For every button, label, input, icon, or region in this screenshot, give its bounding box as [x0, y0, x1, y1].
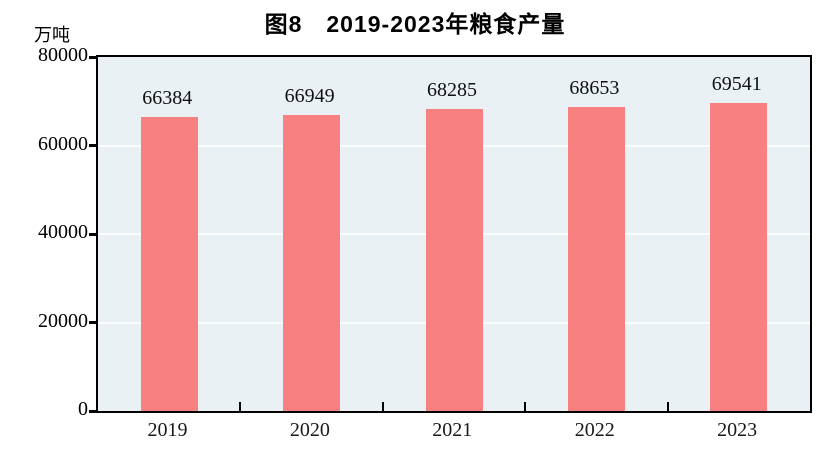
- y-axis-tick-label: 20000: [38, 309, 88, 332]
- y-axis-unit-label: 万吨: [34, 25, 70, 45]
- bar-value-label: 66949: [284, 84, 335, 107]
- x-axis-category-label: 2019: [147, 419, 188, 441]
- y-axis-tick: [89, 144, 96, 147]
- plot-area: [89, 55, 812, 413]
- x-axis-tick: [239, 402, 242, 411]
- chart-title: 图8 2019-2023年粮食产量: [264, 11, 566, 37]
- x-axis-category-label: 2020: [289, 419, 330, 441]
- x-axis-category-label: 2021: [432, 419, 473, 441]
- y-axis-tick-label: 80000: [38, 44, 88, 66]
- y-axis-tick: [89, 409, 96, 413]
- y-axis-tick-label: 0: [78, 398, 88, 420]
- x-axis-tick: [666, 402, 669, 411]
- bar-2023: [710, 103, 768, 411]
- bar-2020: [283, 114, 341, 411]
- x-axis-tick: [524, 402, 527, 411]
- bar-value-label: 68285: [427, 78, 477, 101]
- bar-2022: [567, 107, 625, 411]
- bar-value-label: 69541: [711, 73, 762, 96]
- bar-value-label: 68653: [569, 77, 620, 100]
- bar-value-label: 66384: [142, 87, 193, 110]
- x-axis-tick: [381, 402, 384, 411]
- y-axis-tick: [89, 55, 96, 59]
- y-axis-tick-label: 40000: [38, 221, 88, 243]
- y-axis-tick: [89, 321, 96, 324]
- bar-2019: [140, 117, 198, 411]
- x-axis-category-label: 2023: [717, 419, 758, 441]
- y-axis-tick: [89, 232, 96, 236]
- y-axis-tick-label: 60000: [38, 132, 88, 155]
- bar-2021: [425, 108, 483, 411]
- x-axis-category-label: 2022: [574, 419, 615, 441]
